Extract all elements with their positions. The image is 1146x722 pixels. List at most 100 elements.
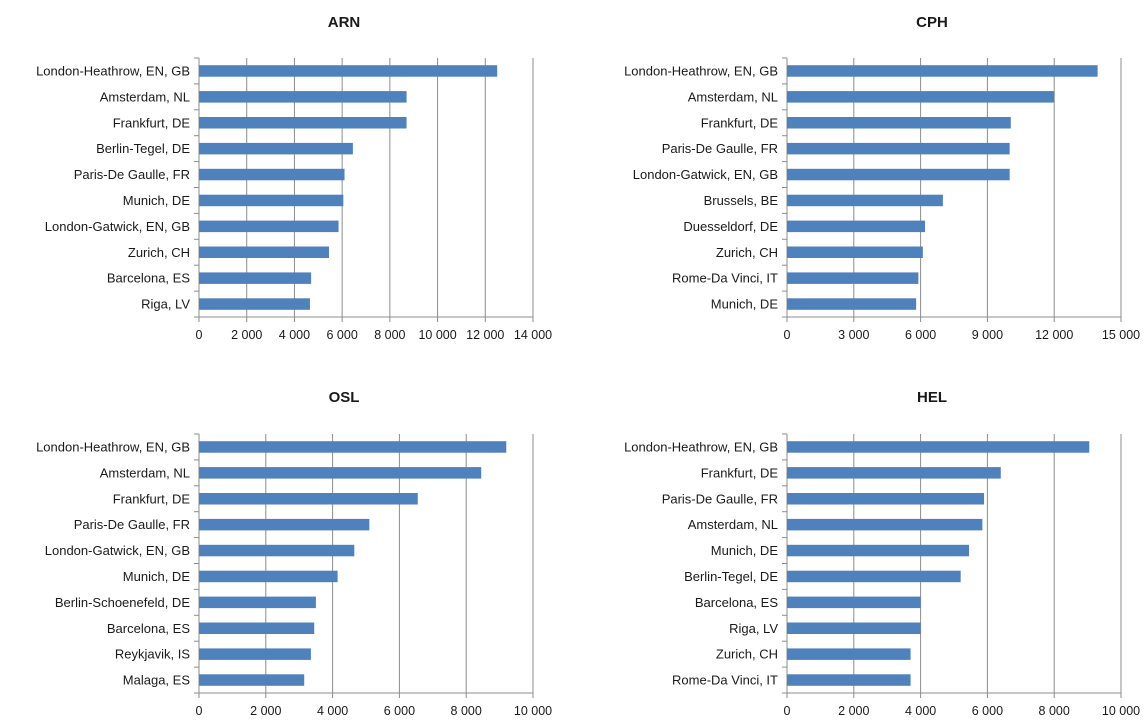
x-tick-label: 15 000 (1102, 328, 1140, 342)
category-label: Barcelona, ES (695, 595, 778, 610)
bar (787, 298, 917, 310)
chart-title: OSL (329, 389, 360, 406)
x-tick-label: 6 000 (905, 328, 936, 342)
category-label: Paris-De Gaulle, FR (74, 517, 190, 532)
bar (787, 220, 926, 233)
bar (199, 596, 316, 609)
category-label: Paris-De Gaulle, FR (74, 167, 190, 182)
x-tick-label: 2 000 (250, 704, 281, 718)
x-tick-label: 4 000 (905, 704, 936, 718)
bar (199, 648, 311, 660)
category-label: Rome-Da Vinci, IT (672, 271, 778, 286)
category-label: Munich, DE (711, 543, 779, 558)
chart-title: ARN (328, 14, 361, 31)
x-tick-label: 6 000 (384, 704, 415, 718)
category-label: Berlin-Tegel, DE (684, 569, 778, 584)
bar (199, 142, 353, 155)
category-label: Amsterdam, NL (100, 89, 190, 104)
bar (199, 168, 345, 181)
bar (787, 168, 1010, 181)
category-label: Zurich, CH (716, 647, 778, 662)
x-tick-label: 10 000 (514, 704, 552, 718)
bar (787, 493, 985, 505)
x-tick-label: 10 000 (1102, 704, 1140, 718)
bar (199, 65, 498, 77)
x-tick-label: 6 000 (327, 328, 358, 342)
category-label: Paris-De Gaulle, FR (662, 491, 778, 506)
chart-title: CPH (916, 14, 948, 31)
bar (199, 570, 338, 583)
category-label: Munich, DE (711, 297, 779, 312)
category-label: London-Gatwick, EN, GB (633, 167, 778, 182)
category-label: London-Heathrow, EN, GB (624, 439, 778, 454)
bar (199, 467, 482, 479)
category-label: Duesseldorf, DE (683, 219, 778, 234)
category-label: London-Heathrow, EN, GB (624, 63, 778, 78)
x-tick-label: 12 000 (466, 328, 504, 342)
bar (787, 117, 1011, 129)
bar (787, 544, 970, 557)
bar (199, 298, 310, 310)
bar (787, 518, 983, 531)
category-label: London-Gatwick, EN, GB (45, 543, 190, 558)
x-tick-label: 8 000 (1039, 704, 1070, 718)
category-label: Brussels, BE (704, 193, 779, 208)
bar (787, 467, 1001, 479)
bar (787, 194, 943, 207)
bar (787, 246, 923, 258)
category-label: Riga, LV (141, 297, 190, 312)
bar (787, 674, 911, 686)
bar (787, 441, 1090, 453)
x-tick-label: 6 000 (972, 704, 1003, 718)
category-label: Frankfurt, DE (113, 491, 191, 506)
bar (199, 194, 344, 207)
category-label: London-Gatwick, EN, GB (45, 219, 190, 234)
chart-panel-osl: OSL 0 2 000 4 000 6 000 8 000 10 000 London-Hea… (36, 389, 552, 718)
bar (787, 622, 921, 634)
bar (787, 570, 961, 583)
bar (199, 272, 312, 284)
category-label: Munich, DE (123, 569, 191, 584)
bar (199, 220, 339, 233)
category-label: Frankfurt, DE (701, 465, 779, 480)
bar (787, 596, 921, 609)
category-label: London-Heathrow, EN, GB (36, 63, 190, 78)
category-label: Amsterdam, NL (100, 465, 190, 480)
bar (199, 117, 407, 129)
bar (199, 622, 315, 634)
category-label: Paris-De Gaulle, FR (662, 141, 778, 156)
bar (787, 272, 919, 284)
category-label: Malaga, ES (123, 673, 191, 688)
chart-panel-hel: HEL 0 2 000 4 000 6 000 8 000 10 000 London-Hea… (624, 389, 1140, 718)
bar (787, 648, 911, 660)
x-tick-label: 0 (196, 328, 203, 342)
bar (199, 544, 355, 557)
bar (787, 65, 1098, 77)
chart-title: HEL (917, 389, 947, 406)
category-label: Berlin-Tegel, DE (96, 141, 190, 156)
category-label: Riga, LV (729, 621, 778, 636)
bar (199, 246, 330, 258)
bar (199, 441, 507, 453)
x-tick-label: 4 000 (279, 328, 310, 342)
x-tick-label: 4 000 (317, 704, 348, 718)
x-tick-label: 8 000 (374, 328, 405, 342)
bar (787, 91, 1055, 103)
x-tick-label: 14 000 (514, 328, 552, 342)
category-label: Munich, DE (123, 193, 191, 208)
x-tick-label: 0 (784, 704, 791, 718)
category-label: Barcelona, ES (107, 621, 190, 636)
category-label: Frankfurt, DE (701, 115, 779, 130)
bar (199, 674, 305, 686)
category-label: Frankfurt, DE (113, 115, 191, 130)
x-tick-label: 12 000 (1035, 328, 1073, 342)
chart-panel-arn: ARN 0 2 000 4 000 6 000 8 000 10 000 12 000 14 0… (36, 14, 552, 342)
x-tick-label: 8 000 (451, 704, 482, 718)
category-label: Zurich, CH (716, 245, 778, 260)
category-label: Zurich, CH (128, 245, 190, 260)
category-label: Berlin-Schoenefeld, DE (55, 595, 190, 610)
x-tick-label: 3 000 (838, 328, 869, 342)
category-label: Amsterdam, NL (688, 89, 778, 104)
x-tick-label: 2 000 (231, 328, 262, 342)
